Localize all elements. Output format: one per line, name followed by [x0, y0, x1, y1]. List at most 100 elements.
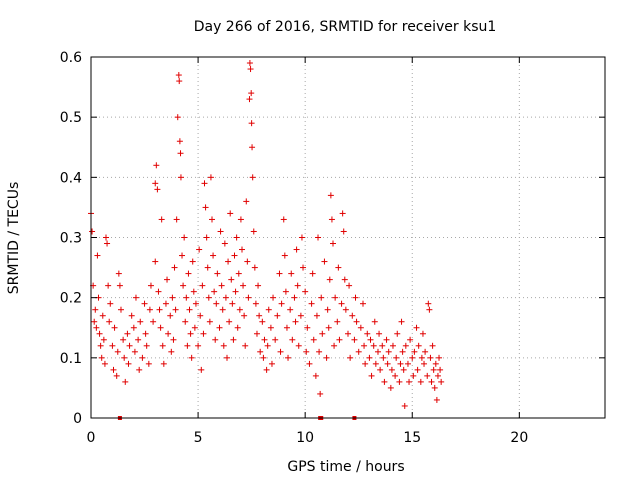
data-point [280, 216, 287, 223]
data-point [346, 282, 353, 289]
data-point [256, 312, 263, 319]
data-point [248, 90, 255, 97]
data-point [168, 348, 175, 355]
data-point [176, 138, 183, 145]
data-point [114, 348, 121, 355]
data-point [259, 318, 266, 325]
data-point [374, 348, 381, 355]
data-point [169, 294, 176, 301]
data-point [200, 330, 207, 337]
data-point [283, 324, 290, 331]
data-point [196, 246, 203, 253]
data-points [88, 60, 445, 409]
data-point [214, 270, 221, 277]
data-point [173, 216, 180, 223]
data-point [207, 174, 214, 181]
data-point [93, 324, 100, 331]
data-point [153, 162, 160, 169]
data-point [237, 216, 244, 223]
data-point [431, 384, 438, 391]
data-point [221, 240, 228, 247]
data-point [222, 294, 229, 301]
data-point [419, 330, 426, 337]
data-point [342, 306, 349, 313]
data-point [145, 360, 152, 367]
data-point [287, 306, 294, 313]
data-point [94, 252, 101, 259]
data-point [397, 360, 404, 367]
y-axis-label: SRMTID / TECUs [6, 182, 22, 295]
data-point [318, 294, 325, 301]
data-point [265, 306, 272, 313]
data-point [270, 294, 277, 301]
data-point [260, 354, 267, 361]
data-point [230, 336, 237, 343]
data-point [243, 198, 250, 205]
data-point [407, 336, 414, 343]
data-point [181, 234, 188, 241]
data-point [257, 348, 264, 355]
data-point [220, 342, 227, 349]
data-point [338, 300, 345, 307]
data-point [98, 354, 105, 361]
data-point [89, 228, 96, 235]
data-point [352, 294, 359, 301]
data-point [160, 360, 167, 367]
data-point [162, 300, 169, 307]
data-point [247, 66, 254, 73]
data-point [252, 300, 259, 307]
data-point [384, 360, 391, 367]
data-point [131, 348, 138, 355]
data-point [321, 258, 328, 265]
data-point [130, 324, 137, 331]
data-point [152, 258, 159, 265]
data-point [171, 264, 178, 271]
data-point [306, 360, 313, 367]
data-point [125, 360, 132, 367]
data-point [401, 402, 408, 409]
data-point [325, 324, 332, 331]
data-point [113, 372, 120, 379]
data-point [353, 318, 360, 325]
data-point [206, 318, 213, 325]
data-point [272, 336, 279, 343]
data-point [188, 354, 195, 361]
data-point [302, 288, 309, 295]
data-point [345, 330, 351, 337]
data-point [383, 336, 390, 343]
data-point [297, 312, 304, 319]
data-point [330, 240, 337, 247]
data-point [295, 342, 302, 349]
data-point [316, 348, 323, 355]
data-point [334, 318, 341, 325]
data-point [424, 372, 431, 379]
data-point [116, 282, 123, 289]
data-point [244, 258, 251, 265]
data-point [187, 330, 194, 337]
data-point [234, 324, 241, 331]
data-point [232, 288, 239, 295]
data-point [223, 354, 230, 361]
data-point [323, 354, 330, 361]
data-point [203, 234, 210, 241]
data-point [425, 300, 432, 307]
data-point [101, 360, 108, 367]
data-point [132, 294, 139, 301]
data-point [155, 288, 162, 295]
data-point [429, 342, 436, 349]
data-point [106, 318, 113, 325]
chart-title: Day 266 of 2016, SRMTID for receiver ksu… [194, 19, 497, 35]
data-point [276, 270, 283, 277]
data-point [285, 354, 292, 361]
data-point [142, 330, 149, 337]
data-point [147, 282, 154, 289]
data-point [309, 270, 316, 277]
data-point [396, 378, 403, 385]
data-point [308, 300, 315, 307]
data-point [438, 378, 445, 385]
data-point [402, 342, 409, 349]
data-point [201, 180, 208, 187]
data-point [371, 318, 378, 325]
data-point [427, 354, 434, 361]
data-point [398, 318, 405, 325]
